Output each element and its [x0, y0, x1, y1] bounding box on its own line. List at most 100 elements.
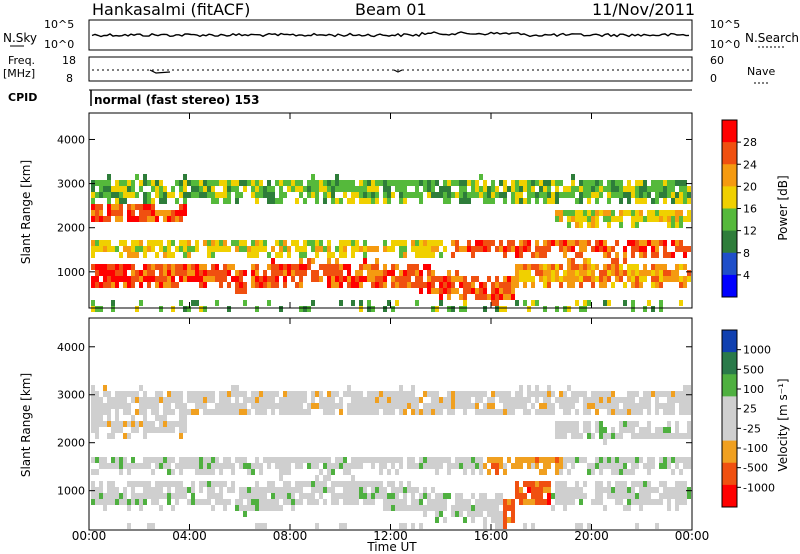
heatmap-cell: [627, 493, 631, 499]
heatmap-cell: [667, 270, 671, 276]
heatmap-cell: [647, 270, 651, 276]
heatmap-cell: [423, 282, 427, 288]
heatmap-cell: [659, 282, 663, 288]
heatmap-cell: [407, 192, 411, 198]
heatmap-cell: [119, 216, 123, 222]
heatmap-cell: [499, 409, 503, 415]
heatmap-cell: [675, 192, 679, 198]
heatmap-cell: [175, 198, 179, 204]
heatmap-cell: [107, 463, 111, 469]
heatmap-cell: [575, 264, 579, 270]
heatmap-cell: [587, 186, 591, 192]
xtick-label: 04:00: [172, 529, 207, 543]
velocity-colorbar: [722, 330, 737, 508]
heatmap-cell: [367, 457, 371, 463]
heatmap-cell: [91, 409, 95, 415]
heatmap-cell: [491, 180, 495, 186]
heatmap-cell: [159, 210, 163, 216]
heatmap-cell: [231, 409, 235, 415]
heatmap-cell: [119, 391, 123, 397]
heatmap-cell: [319, 276, 323, 282]
heatmap-cell: [355, 246, 359, 252]
heatmap-cell: [203, 180, 207, 186]
heatmap-cell: [303, 457, 307, 463]
heatmap-cell: [379, 493, 383, 499]
heatmap-cell: [143, 499, 147, 505]
heatmap-cell: [651, 487, 655, 493]
heatmap-cell: [635, 240, 639, 246]
heatmap-cell: [659, 210, 663, 216]
heatmap-cell: [127, 276, 131, 282]
heatmap-cell: [571, 397, 575, 403]
heatmap-cell: [619, 493, 623, 499]
heatmap-cell: [155, 252, 159, 258]
heatmap-cell: [495, 499, 499, 505]
heatmap-cell: [607, 222, 611, 228]
heatmap-cell: [635, 264, 639, 270]
heatmap-cell: [227, 186, 231, 192]
heatmap-cell: [523, 403, 527, 409]
heatmap-cell: [303, 391, 307, 397]
heatmap-cell: [575, 481, 579, 487]
heatmap-cell: [659, 192, 663, 198]
heatmap-cell: [507, 517, 511, 523]
heatmap-cell: [307, 240, 311, 246]
heatmap-cell: [515, 403, 519, 409]
heatmap-cell: [563, 505, 567, 511]
heatmap-cell: [275, 403, 279, 409]
heatmap-cell: [495, 463, 499, 469]
heatmap-cell: [203, 481, 207, 487]
heatmap-cell: [583, 276, 587, 282]
heatmap-cell: [323, 481, 327, 487]
heatmap-cell: [535, 264, 539, 270]
heatmap-cell: [247, 180, 251, 186]
heatmap-cell: [339, 397, 343, 403]
heatmap-cell: [123, 499, 127, 505]
heatmap-cell: [391, 270, 395, 276]
heatmap-cell: [195, 186, 199, 192]
heatmap-cell: [559, 276, 563, 282]
heatmap-cell: [603, 240, 607, 246]
heatmap-cell: [647, 210, 651, 216]
heatmap-cell: [371, 306, 375, 312]
heatmap-cell: [335, 264, 339, 270]
heatmap-cell: [659, 481, 663, 487]
heatmap-cell: [331, 487, 335, 493]
heatmap-cell: [495, 469, 499, 475]
heatmap-cell: [611, 469, 615, 475]
heatmap-cell: [111, 487, 115, 493]
heatmap-cell: [639, 409, 643, 415]
heatmap-cell: [355, 270, 359, 276]
heatmap-cell: [295, 409, 299, 415]
heatmap-cell: [399, 270, 403, 276]
heatmap-cell: [115, 186, 119, 192]
heatmap-cell: [579, 240, 583, 246]
heatmap-cell: [363, 409, 367, 415]
heatmap-cell: [283, 469, 287, 475]
heatmap-cell: [483, 180, 487, 186]
heatmap-cell: [427, 282, 431, 288]
heatmap-cell: [443, 282, 447, 288]
heatmap-cell: [295, 270, 299, 276]
heatmap-cell: [231, 264, 235, 270]
heatmap-cell: [275, 493, 279, 499]
heatmap-cell: [587, 409, 591, 415]
heatmap-cell: [115, 421, 119, 427]
heatmap-cell: [335, 174, 339, 180]
heatmap-cell: [463, 198, 467, 204]
heatmap-cell: [611, 246, 615, 252]
heatmap-cell: [323, 270, 327, 276]
heatmap-cell: [631, 216, 635, 222]
heatmap-cell: [223, 463, 227, 469]
heatmap-cell: [483, 403, 487, 409]
heatmap-cell: [619, 427, 623, 433]
heatmap-cell: [255, 499, 259, 505]
heatmap-cell: [611, 264, 615, 270]
heatmap-cell: [199, 403, 203, 409]
heatmap-cell: [191, 391, 195, 397]
heatmap-cell: [603, 427, 607, 433]
heatmap-cell: [299, 246, 303, 252]
heatmap-cell: [547, 276, 551, 282]
heatmap-cell: [587, 210, 591, 216]
heatmap-cell: [339, 300, 343, 306]
